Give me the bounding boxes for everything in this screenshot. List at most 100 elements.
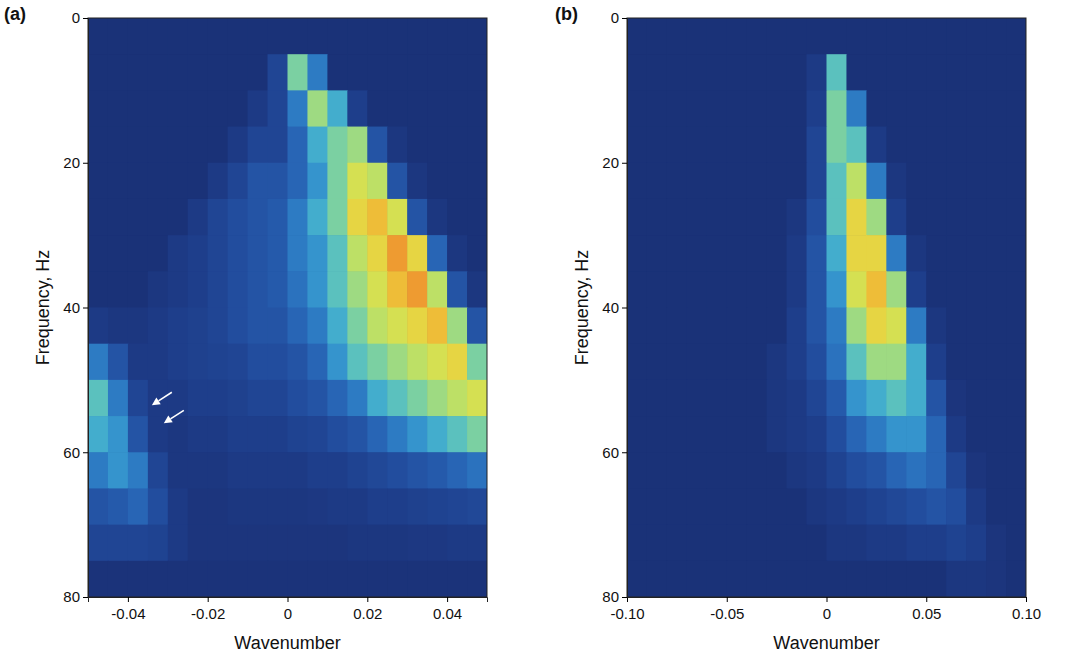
heatmap-cell: [627, 271, 648, 308]
y-axis-line: [622, 19, 628, 598]
y-tick: 60: [63, 444, 88, 461]
heatmap-cell: [367, 416, 388, 453]
heatmap-cell: [966, 199, 987, 236]
heatmap-cell: [188, 18, 209, 55]
heatmap-cell: [108, 90, 129, 127]
heatmap-cell: [926, 199, 947, 236]
heatmap-cell: [427, 561, 448, 597]
heatmap-cell: [886, 54, 907, 91]
heatmap-cell: [707, 452, 728, 489]
x-tick: 0.05: [912, 597, 941, 622]
heatmap-cell: [447, 380, 468, 417]
heatmap-cell: [667, 235, 688, 272]
heatmap-cell: [687, 54, 708, 91]
heatmap-cell: [946, 416, 967, 453]
heatmap-cell: [367, 452, 388, 489]
heatmap-cell: [327, 271, 348, 308]
heatmap-cell: [108, 271, 129, 308]
heatmap-cell: [807, 308, 828, 345]
heatmap-cell: [866, 199, 887, 236]
heatmap-cell: [228, 235, 249, 272]
heatmap-cell: [627, 380, 648, 417]
heatmap-cell: [467, 380, 487, 417]
heatmap-cell: [946, 163, 967, 200]
heatmap-cell: [647, 561, 668, 597]
heatmap-cell: [807, 127, 828, 164]
y-axis: 020406080: [63, 9, 88, 605]
heatmap-cell: [926, 488, 947, 525]
heatmap-cell: [188, 561, 209, 597]
heatmap-cell: [767, 561, 788, 597]
heatmap-cell: [387, 380, 408, 417]
heatmap-cell: [846, 90, 867, 127]
heatmap-cell: [966, 163, 987, 200]
heatmap-cell: [627, 488, 648, 525]
heatmap-cell: [906, 488, 927, 525]
heatmap-cell: [647, 54, 668, 91]
heatmap-cell: [667, 344, 688, 381]
heatmap-cell: [627, 525, 648, 562]
heatmap-cell: [467, 344, 487, 381]
heatmap-cell: [946, 199, 967, 236]
heatmap-cell: [467, 127, 487, 164]
heatmap-cell: [707, 127, 728, 164]
heatmap-cell: [747, 525, 768, 562]
heatmap-cell: [228, 416, 249, 453]
heatmap-cell: [667, 199, 688, 236]
heatmap-cell: [767, 344, 788, 381]
heatmap-cell: [886, 127, 907, 164]
x-tick: 0: [823, 597, 831, 622]
heatmap-cell: [208, 199, 229, 236]
x-tick-label: 0.05: [912, 605, 941, 622]
heatmap-cell: [88, 127, 109, 164]
heatmap-cell: [347, 90, 368, 127]
heatmap-cell: [387, 525, 408, 562]
heatmap-cell: [228, 380, 249, 417]
x-tick: 0.02: [353, 597, 382, 622]
heatmap-cell: [88, 199, 109, 236]
heatmap-cell: [747, 271, 768, 308]
heatmap-cell: [148, 525, 169, 562]
heatmap-cell: [787, 90, 808, 127]
heatmap-cell: [926, 416, 947, 453]
heatmap-cell: [347, 488, 368, 525]
heatmap-cell: [327, 308, 348, 345]
heatmap-cell: [1006, 54, 1026, 91]
heatmap-cell: [767, 525, 788, 562]
x-tick-mark: [288, 597, 289, 602]
heatmap-cell: [707, 308, 728, 345]
heatmap-cell: [347, 308, 368, 345]
heatmap-cell: [647, 525, 668, 562]
heatmap-cell: [268, 308, 289, 345]
heatmap-cell: [647, 344, 668, 381]
heatmap-cell: [248, 452, 269, 489]
heatmap-cell: [188, 452, 209, 489]
heatmap-cell: [647, 199, 668, 236]
heatmap-cell: [168, 308, 189, 345]
heatmap-cell: [727, 488, 748, 525]
heatmap-cell: [128, 90, 149, 127]
heatmap-cell: [787, 344, 808, 381]
heatmap-cell: [128, 127, 149, 164]
arrow-shaft: [159, 392, 172, 401]
heatmap-cell: [307, 525, 328, 562]
y-tick: 20: [63, 154, 88, 171]
heatmap-cell: [367, 380, 388, 417]
heatmap-cell: [188, 525, 209, 562]
heatmap-cell: [986, 127, 1007, 164]
heatmap-cell: [747, 54, 768, 91]
heatmap-cell: [807, 344, 828, 381]
heatmap-cell: [367, 344, 388, 381]
heatmap-cell: [407, 380, 428, 417]
heatmap-cell: [327, 18, 348, 55]
heatmap-cell: [387, 54, 408, 91]
heatmap-cell: [727, 380, 748, 417]
heatmap-cell: [288, 308, 309, 345]
heatmap-cell: [707, 90, 728, 127]
heatmap-cell: [787, 561, 808, 597]
heatmap-cell: [886, 90, 907, 127]
heatmap-cell: [866, 561, 887, 597]
heatmap-cell: [846, 163, 867, 200]
heatmap-cell: [727, 452, 748, 489]
heatmap-cell: [627, 308, 648, 345]
